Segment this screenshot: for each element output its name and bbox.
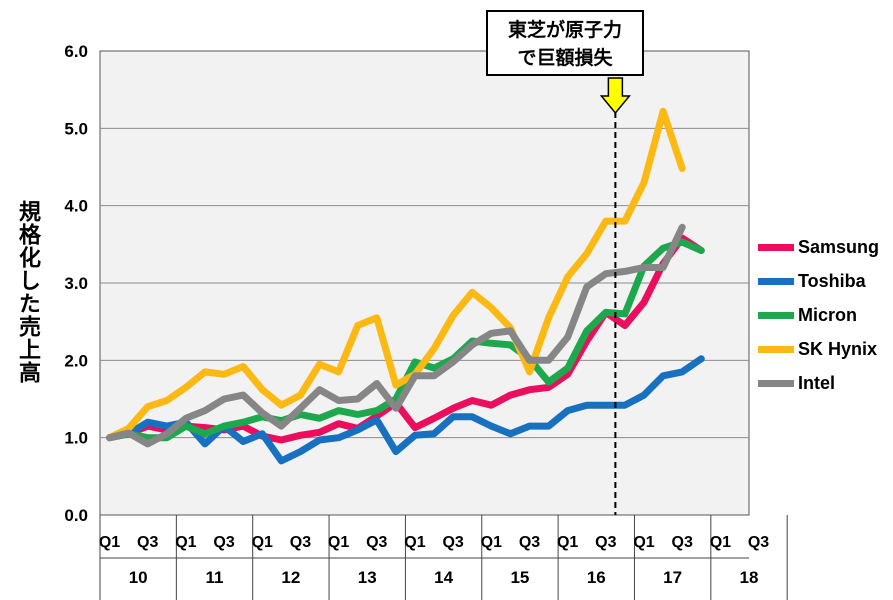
legend: Samsung Toshiba Micron SK Hynix Intel xyxy=(758,230,879,400)
legend-item-micron: Micron xyxy=(758,298,879,332)
y-axis-ticks: 0.0 1.0 2.0 3.0 4.0 5.0 6.0 xyxy=(64,42,88,525)
x-tick-label: Q3 xyxy=(290,534,311,551)
y-tick-label: 0.0 xyxy=(64,506,88,525)
x-tick-label: Q1 xyxy=(481,534,502,551)
annotation-line-2: で巨額損失 xyxy=(517,47,613,69)
x-year-label: 18 xyxy=(740,568,759,587)
x-tick-label: Q1 xyxy=(710,534,731,551)
legend-label: Micron xyxy=(798,304,858,325)
legend-swatch xyxy=(758,311,794,319)
event-arrow-icon xyxy=(599,77,631,115)
legend-label: Intel xyxy=(798,372,836,393)
x-tick-label: Q3 xyxy=(366,534,387,551)
x-year-label: 10 xyxy=(129,568,148,587)
x-tick-label: Q3 xyxy=(748,534,769,551)
x-tick-label: Q1 xyxy=(557,534,578,551)
x-tick-label: Q1 xyxy=(328,534,349,551)
series-line-toshiba xyxy=(106,355,705,465)
x-year-label: 12 xyxy=(281,568,300,587)
x-axis: Q1 Q3 Q1 Q3 Q1 Q3 Q1 Q3 Q1 Q3 Q1 Q3 Q1 Q3 Q1 Q3 Q1 Q3 10 11… xyxy=(99,515,788,600)
x-year-label: 15 xyxy=(510,568,529,587)
x-tick-label: Q3 xyxy=(595,534,616,551)
annotation-line-1: 東芝が原子力 xyxy=(507,19,622,41)
x-year-label: 14 xyxy=(434,568,453,587)
legend-swatch xyxy=(758,379,794,387)
x-tick-label: Q1 xyxy=(633,534,654,551)
legend-item-intel: Intel xyxy=(758,366,879,400)
legend-label: Samsung xyxy=(798,236,880,257)
x-year-label: 13 xyxy=(358,568,377,587)
x-tick-label: Q1 xyxy=(404,534,425,551)
series-line-sk-hynix xyxy=(106,107,686,442)
x-year-label: 17 xyxy=(663,568,682,587)
y-tick-label: 5.0 xyxy=(64,119,88,138)
legend-item-toshiba: Toshiba xyxy=(758,264,879,298)
annotation-box: 東芝が原子力 で巨額損失 xyxy=(486,10,644,76)
x-year-label: 11 xyxy=(206,568,224,587)
series-line-intel xyxy=(106,223,686,448)
y-tick-label: 1.0 xyxy=(64,429,88,448)
legend-item-samsung: Samsung xyxy=(758,230,879,264)
x-tick-label: Q3 xyxy=(137,534,158,551)
legend-label: SK Hynix xyxy=(798,338,878,359)
x-tick-label: Q3 xyxy=(672,534,693,551)
y-axis-title: 規格化した売上高 xyxy=(15,200,40,384)
x-tick-label: Q1 xyxy=(99,534,120,551)
legend-item-sk-hynix: SK Hynix xyxy=(758,332,879,366)
series-lines xyxy=(106,107,705,465)
legend-swatch xyxy=(758,345,794,353)
legend-swatch xyxy=(758,243,794,251)
x-tick-label: Q1 xyxy=(175,534,196,551)
y-tick-label: 4.0 xyxy=(64,197,88,216)
legend-label: Toshiba xyxy=(798,270,866,291)
legend-swatch xyxy=(758,277,794,285)
y-tick-label: 2.0 xyxy=(64,351,88,370)
x-year-label: 16 xyxy=(587,568,606,587)
x-tick-label: Q3 xyxy=(519,534,540,551)
y-tick-label: 6.0 xyxy=(64,42,88,61)
x-tick-label: Q3 xyxy=(442,534,463,551)
x-tick-label: Q1 xyxy=(252,534,273,551)
x-tick-label: Q3 xyxy=(213,534,234,551)
y-tick-label: 3.0 xyxy=(64,274,88,293)
